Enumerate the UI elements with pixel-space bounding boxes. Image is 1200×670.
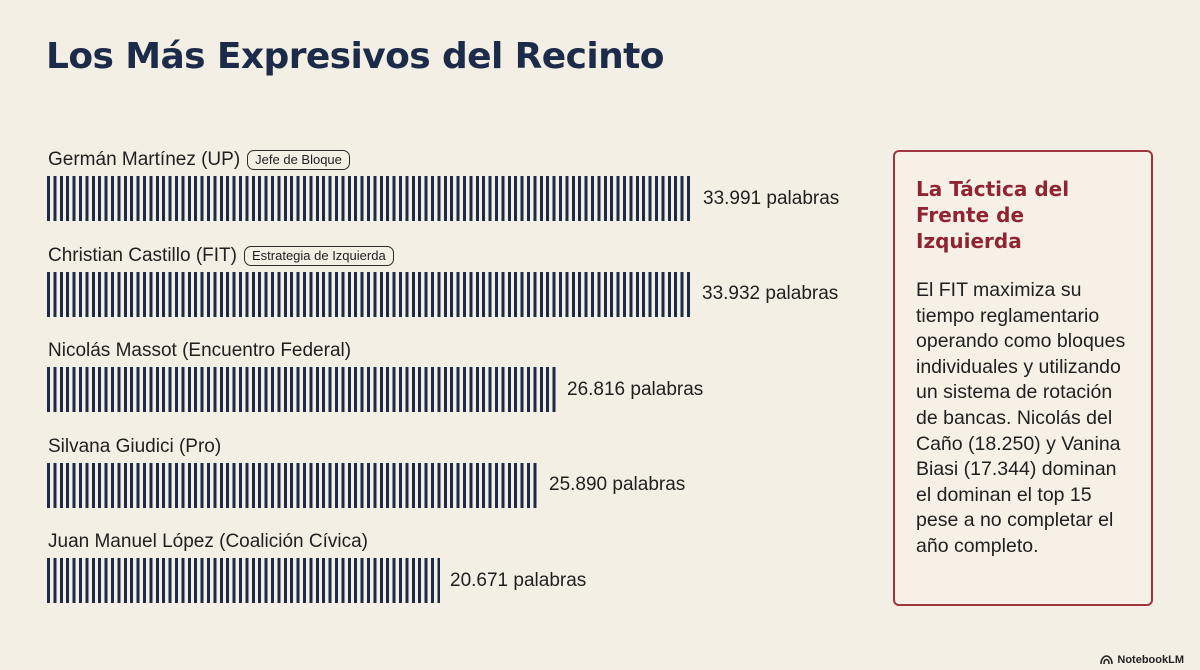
bar-value-label: 33.991 palabras [703, 187, 840, 209]
category-name: Juan Manuel López (Coalición Cívica) [48, 531, 368, 552]
bar [47, 462, 539, 508]
bar-value-label: 20.671 palabras [450, 569, 587, 591]
bar [47, 271, 692, 317]
brand-watermark: NotebookLM [1100, 654, 1184, 666]
category-badge: Estrategia de Izquierda [243, 245, 394, 266]
bar-value-label: 33.932 palabras [702, 283, 839, 304]
callout-body: El FIT maximiza su tiempo reglamentario … [916, 279, 1126, 557]
callout-box: La Táctica del Frente de Izquierda El FI… [893, 150, 1153, 606]
category-name: Germán Martínez (UP) [48, 149, 241, 170]
bar-value-label: 25.890 palabras [549, 474, 686, 495]
bar-category-label: Nicolás Massot (Encuentro Federal) [48, 339, 351, 363]
category-name: Nicolás Massot (Encuentro Federal) [48, 340, 352, 361]
bar-category-label: Christian Castillo (FIT) Estrategia de Iz… [48, 244, 394, 268]
callout-title: La Táctica del Frente de Izquierda [916, 177, 1070, 253]
bar-value-label: 26.816 palabras [567, 378, 704, 400]
bar [47, 367, 557, 412]
bar [47, 558, 440, 603]
category-name: Christian Castillo (FIT) [48, 244, 237, 266]
bar-category-label: Silvana Giudici (Pro) [48, 435, 221, 459]
category-badge: Jefe de Bloque [247, 150, 350, 170]
brand-label: NotebookLM [1117, 654, 1184, 666]
bar-category-label: Germán Martínez (UP) Jefe de Bloque [48, 148, 350, 172]
page-title: Los Más Expresivos del Recinto [46, 36, 664, 77]
bar [47, 176, 693, 221]
bar-category-label: Juan Manuel López (Coalición Cívica) [48, 530, 368, 554]
notebooklm-logo-icon [1100, 655, 1114, 665]
category-name: Silvana Giudici (Pro) [48, 435, 222, 457]
bar-chart: Germán Martínez (UP) Jefe de Bloque 33.991… [47, 148, 840, 603]
